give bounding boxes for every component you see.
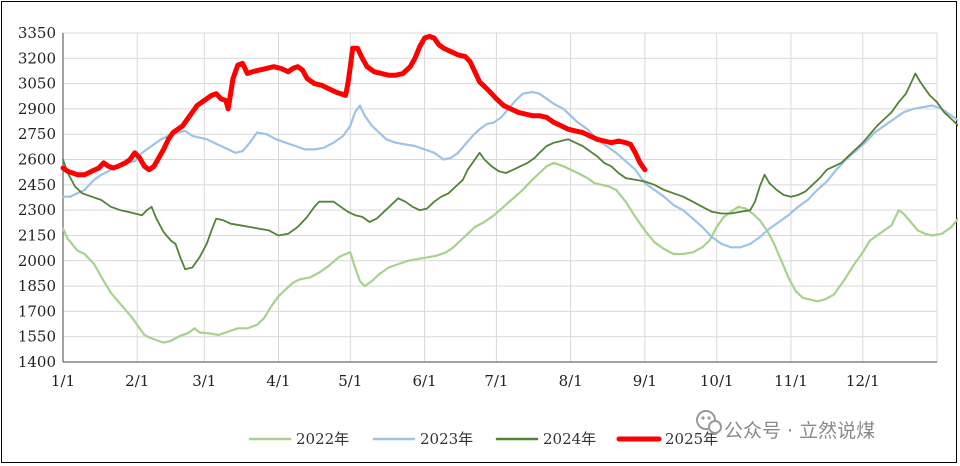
- y-tick-label: 1850: [18, 277, 56, 295]
- y-tick-label: 2450: [18, 176, 56, 194]
- grid-lines: [62, 32, 938, 363]
- x-tick-label: 9/1: [633, 372, 657, 390]
- x-tick-label: 6/1: [413, 372, 437, 390]
- legend: 2022年 2023年 2024年 2025年: [248, 430, 718, 448]
- y-tick-label: 3350: [18, 24, 56, 42]
- x-tick-label: 11/1: [774, 372, 808, 390]
- y-tick-label: 2900: [18, 100, 56, 118]
- series-lines: [60, 33, 958, 344]
- y-tick-label: 2300: [18, 201, 56, 219]
- y-tick-label: 2000: [18, 252, 56, 270]
- legend-label-3: 2024年: [543, 430, 596, 448]
- series-line-4: [60, 33, 648, 178]
- y-tick-label: 1550: [18, 328, 56, 346]
- x-tick-label: 3/1: [192, 372, 216, 390]
- legend-label-2: 2023年: [420, 430, 473, 448]
- legend-label-1: 2022年: [296, 430, 349, 448]
- x-tick-label: 7/1: [484, 372, 508, 390]
- y-tick-label: 2150: [18, 226, 56, 244]
- x-tick-label: 2/1: [125, 372, 149, 390]
- y-tick-label: 3200: [18, 49, 56, 67]
- legend-label-4: 2025年: [665, 430, 718, 448]
- series-line-1: [61, 161, 958, 344]
- x-tick-label: 12/1: [846, 372, 880, 390]
- y-axis-ticks: 1400 1550 1700 1850 2000 2150 2300 2450 2600 2750…: [18, 24, 56, 371]
- x-tick-label: 5/1: [338, 372, 362, 390]
- y-tick-label: 1700: [18, 302, 56, 320]
- x-axis-ticks: 1/1 2/1 3/1 4/1 5/1 6/1 7/1 8/1 9/1 10/1 11/1 12/1: [51, 372, 880, 390]
- series-line-3: [62, 72, 958, 271]
- x-tick-label: 4/1: [266, 372, 290, 390]
- y-tick-label: 2600: [18, 151, 56, 169]
- x-tick-label: 1/1: [51, 372, 75, 390]
- x-tick-label: 10/1: [700, 372, 734, 390]
- series-line-2: [61, 90, 958, 249]
- x-tick-label: 8/1: [559, 372, 583, 390]
- y-tick-label: 1400: [18, 353, 56, 371]
- watermark: 公众号 · 立然说煤: [696, 410, 875, 442]
- y-tick-label: 3050: [18, 75, 56, 93]
- y-tick-label: 2750: [18, 125, 56, 143]
- watermark-text: 公众号 · 立然说煤: [724, 420, 875, 442]
- wechat-icon: [696, 410, 722, 434]
